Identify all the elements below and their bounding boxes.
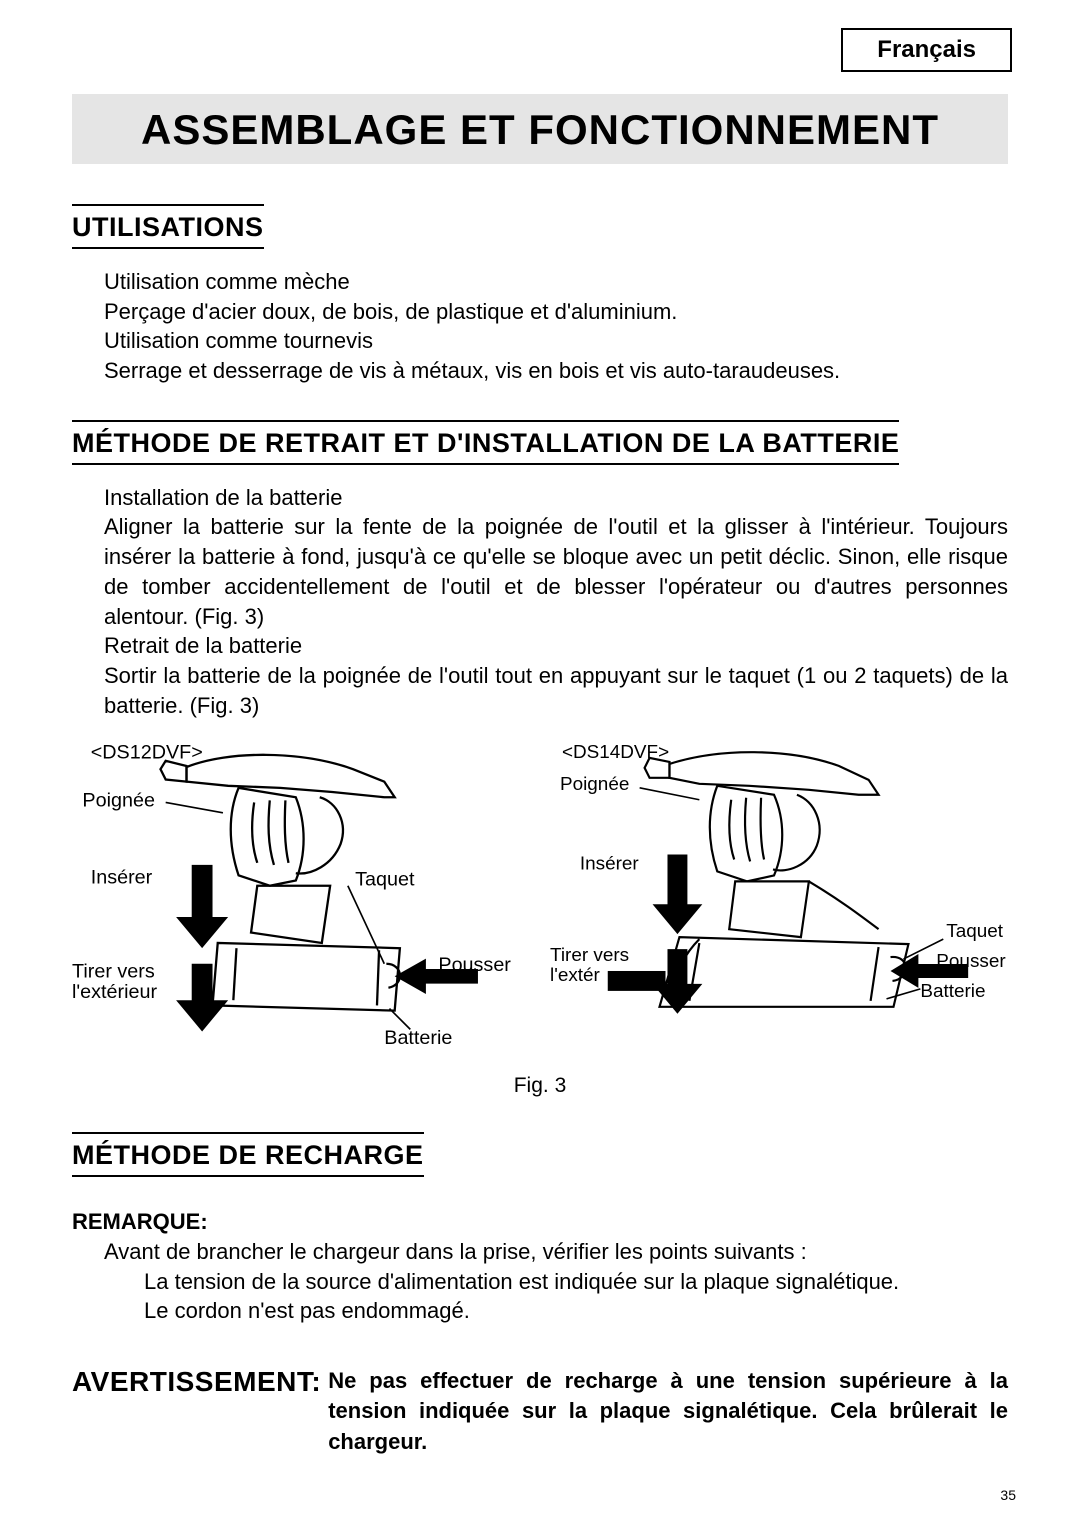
label-inserer: Insérer — [580, 854, 639, 875]
section-body: Utilisation comme mèche Perçage d'acier … — [104, 267, 1008, 386]
figure-caption: Fig. 3 — [72, 1074, 1008, 1098]
label-batterie: Batterie — [920, 981, 985, 1002]
section-body: Installation de la batterie Aligner la b… — [104, 483, 1008, 721]
body-line: Retrait de la batterie — [104, 631, 1008, 661]
section-utilisations: UTILISATIONS Utilisation comme mèche Per… — [72, 204, 1008, 386]
body-line: Serrage et desserrage de vis à métaux, v… — [104, 356, 1008, 386]
remarque-label: REMARQUE: — [72, 1209, 1008, 1235]
body-line: Aligner la batterie sur la fente de la p… — [104, 512, 1008, 631]
figure-3: <DS12DVF> — [72, 740, 1008, 1068]
drill-illustration-left: <DS12DVF> — [72, 740, 530, 1063]
label-poignee: Poignée — [82, 790, 155, 812]
figure-left: <DS12DVF> — [72, 740, 530, 1068]
section-batterie: MÉTHODE DE RETRAIT ET D'INSTALLATION DE … — [72, 420, 1008, 1098]
body-line: Utilisation comme tournevis — [104, 326, 1008, 356]
language-label: Français — [877, 36, 976, 63]
label-poignee: Poignée — [560, 774, 629, 795]
body-line: Sortir la batterie de la poignée de l'ou… — [104, 661, 1008, 720]
section-heading: MÉTHODE DE RECHARGE — [72, 1132, 424, 1177]
model-label: <DS14DVF> — [562, 742, 669, 763]
language-box: Français — [841, 28, 1012, 72]
label-taquet: Taquet — [946, 921, 1004, 942]
remarque-line: Avant de brancher le chargeur dans la pr… — [104, 1237, 1008, 1267]
model-label: <DS12DVF> — [91, 742, 203, 764]
label-batterie: Batterie — [384, 1027, 452, 1049]
remarque-sub: La tension de la source d'alimentation e… — [144, 1267, 1008, 1297]
section-heading: UTILISATIONS — [72, 204, 264, 249]
section-heading: MÉTHODE DE RETRAIT ET D'INSTALLATION DE … — [72, 420, 899, 465]
label-pousser: Pousser — [438, 954, 511, 976]
body-line: Utilisation comme mèche — [104, 267, 1008, 297]
drill-illustration-right: <DS14DVF> — [550, 740, 1008, 1049]
section-recharge: MÉTHODE DE RECHARGE REMARQUE: Avant de b… — [72, 1132, 1008, 1457]
page-number: 35 — [1000, 1487, 1016, 1503]
label-tirer: Tirer versl'extérieur — [72, 961, 157, 1004]
main-title: ASSEMBLAGE ET FONCTIONNEMENT — [72, 106, 1008, 154]
label-taquet: Taquet — [355, 869, 415, 891]
label-inserer: Insérer — [91, 867, 153, 889]
figure-right: <DS14DVF> — [550, 740, 1008, 1068]
main-title-bar: ASSEMBLAGE ET FONCTIONNEMENT — [72, 94, 1008, 164]
body-line: Installation de la batterie — [104, 483, 1008, 513]
remarque-sub: Le cordon n'est pas endommagé. — [144, 1296, 1008, 1326]
warning-block: AVERTISSEMENT: Ne pas effectuer de recha… — [72, 1366, 1008, 1457]
body-line: Perçage d'acier doux, de bois, de plasti… — [104, 297, 1008, 327]
warning-label: AVERTISSEMENT: — [72, 1366, 325, 1398]
label-pousser: Pousser — [936, 951, 1005, 972]
warning-body: Ne pas effectuer de recharge à une tensi… — [328, 1366, 1008, 1457]
